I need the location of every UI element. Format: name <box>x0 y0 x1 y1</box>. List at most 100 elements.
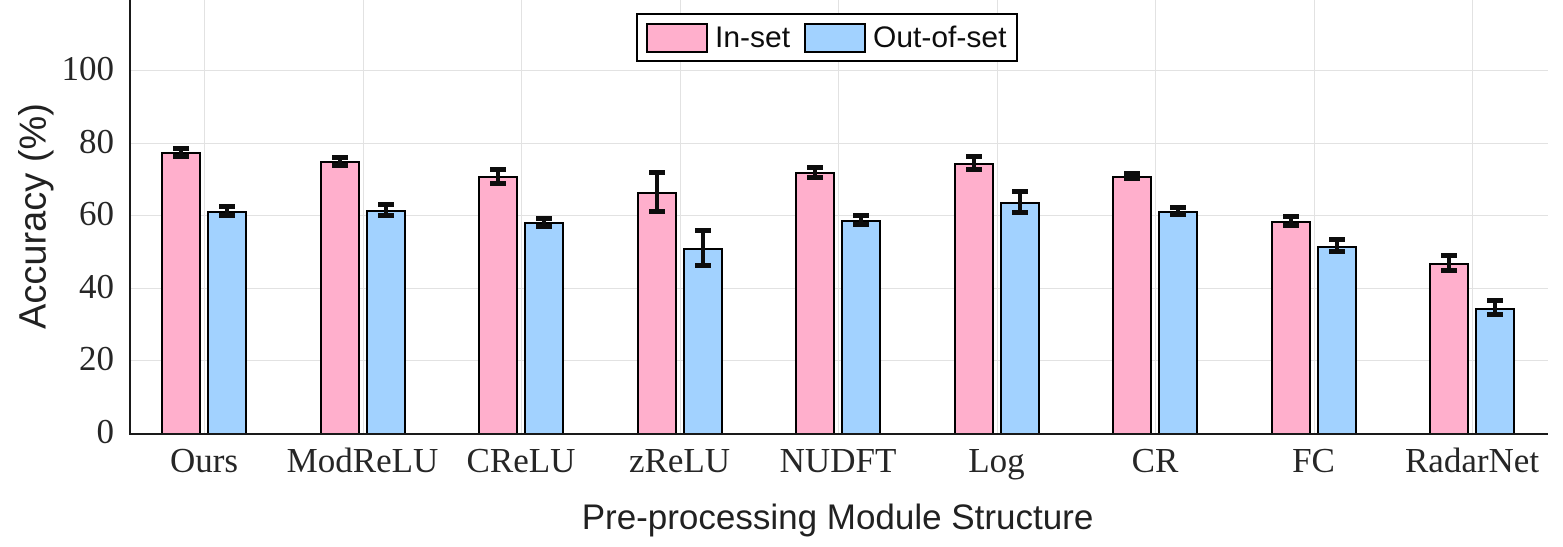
bar-out-of-set-nudft <box>841 219 881 433</box>
error-whisker <box>225 203 229 218</box>
error-bar-out-of-set-fc <box>1328 236 1345 255</box>
error-whisker <box>1176 205 1180 217</box>
plot-area <box>129 0 1548 435</box>
gridline-v-log <box>996 0 998 433</box>
y-tick-60: 60 <box>79 194 114 234</box>
error-cap-top <box>1124 170 1140 176</box>
error-whisker <box>1493 298 1497 318</box>
error-whisker <box>179 145 183 159</box>
error-cap-top <box>1328 236 1345 242</box>
x-tick-fc: FC <box>1292 441 1335 480</box>
error-cap-top <box>1441 252 1457 258</box>
legend-swatch-out-of-set <box>804 22 867 53</box>
gridline-v-cr <box>1155 0 1156 433</box>
error-whisker <box>383 202 388 219</box>
y-tick-0: 0 <box>96 412 115 452</box>
x-tick-cr: CR <box>1131 441 1179 480</box>
error-whisker <box>542 215 546 230</box>
error-cap-bottom <box>1170 211 1186 217</box>
legend-swatch-in-set <box>646 22 708 53</box>
error-cap-bottom <box>490 180 506 186</box>
error-bar-out-of-set-log <box>1011 189 1028 215</box>
error-cap-bottom <box>648 209 665 215</box>
y-axis-label: Accuracy (%) <box>12 103 55 329</box>
error-cap-bottom <box>1124 176 1140 182</box>
error-cap-bottom <box>1487 312 1503 318</box>
error-bar-in-set-crelu <box>490 166 506 186</box>
error-whisker <box>337 154 342 169</box>
error-cap-bottom <box>1282 223 1299 229</box>
error-cap-top <box>1011 189 1028 195</box>
legend: In-set Out-of-set <box>636 13 1019 62</box>
gridline-v-zrelu <box>679 0 681 433</box>
error-whisker <box>1017 189 1022 215</box>
error-bar-in-set-modrelu <box>331 154 348 169</box>
gridline-h-40 <box>131 287 1548 289</box>
y-tick-80: 80 <box>79 121 114 161</box>
bar-in-set-ours <box>161 152 201 433</box>
x-tick-ours: Ours <box>169 441 239 480</box>
error-cap-top <box>1170 205 1186 211</box>
bar-out-of-set-crelu <box>524 222 564 433</box>
error-cap-bottom <box>853 222 869 228</box>
bar-out-of-set-modrelu <box>365 210 406 433</box>
error-whisker <box>1288 213 1293 229</box>
error-bar-in-set-ours <box>173 145 189 159</box>
bar-in-set-zrelu <box>636 191 677 433</box>
x-axis-label: Pre-processing Module Structure <box>581 498 1094 537</box>
error-bar-out-of-set-ours <box>219 203 235 218</box>
bar-in-set-log <box>953 162 994 433</box>
error-whisker <box>813 164 817 180</box>
error-whisker <box>700 227 705 269</box>
error-bar-out-of-set-modrelu <box>377 202 394 219</box>
x-tick-crelu: CReLU <box>466 441 576 480</box>
error-whisker <box>1447 252 1451 273</box>
error-whisker <box>859 212 863 228</box>
error-cap-bottom <box>1011 209 1028 215</box>
bar-out-of-set-ours <box>207 210 247 433</box>
error-cap-bottom <box>377 213 394 219</box>
gridline-v-nudft <box>838 0 839 433</box>
error-bar-out-of-set-crelu <box>536 215 552 230</box>
error-cap-top <box>1487 298 1503 304</box>
error-cap-top <box>1282 213 1299 219</box>
gridline-v-ours <box>204 0 205 433</box>
error-cap-top <box>853 212 869 218</box>
error-cap-bottom <box>536 224 552 230</box>
bar-out-of-set-log <box>999 202 1040 433</box>
error-cap-top <box>807 164 823 170</box>
error-cap-bottom <box>1441 267 1457 273</box>
error-bar-out-of-set-cr <box>1170 205 1186 217</box>
error-cap-top <box>648 169 665 175</box>
error-whisker <box>1334 236 1339 255</box>
legend-item-out-of-set: Out-of-set <box>804 22 1008 53</box>
bar-out-of-set-cr <box>1158 210 1198 433</box>
error-whisker <box>654 169 659 215</box>
gridline-v-fc <box>1313 0 1315 433</box>
y-tick-100: 100 <box>61 49 115 89</box>
bar-in-set-fc <box>1270 221 1311 433</box>
error-cap-bottom <box>807 175 823 180</box>
error-bar-out-of-set-radarnet <box>1487 298 1503 318</box>
bar-in-set-nudft <box>795 172 835 433</box>
error-cap-top <box>219 203 235 209</box>
legend-label-in-set: In-set <box>715 20 791 54</box>
error-whisker <box>1130 170 1134 182</box>
error-bar-in-set-log <box>965 153 982 173</box>
error-whisker <box>496 166 500 186</box>
error-cap-top <box>377 202 394 208</box>
legend-item-in-set: In-set <box>646 20 804 54</box>
error-cap-bottom <box>219 212 235 218</box>
gridline-h-80 <box>131 142 1548 144</box>
bar-out-of-set-fc <box>1316 245 1357 433</box>
gridline-h-60 <box>131 215 1548 217</box>
x-tick-zrelu: zReLU <box>628 441 731 480</box>
error-bar-in-set-nudft <box>807 164 823 180</box>
error-cap-bottom <box>965 167 982 173</box>
bar-in-set-cr <box>1112 176 1152 433</box>
bar-in-set-radarnet <box>1429 262 1469 433</box>
gridline-h-20 <box>131 360 1548 362</box>
error-cap-top <box>173 145 189 151</box>
error-bar-in-set-zrelu <box>648 169 665 215</box>
